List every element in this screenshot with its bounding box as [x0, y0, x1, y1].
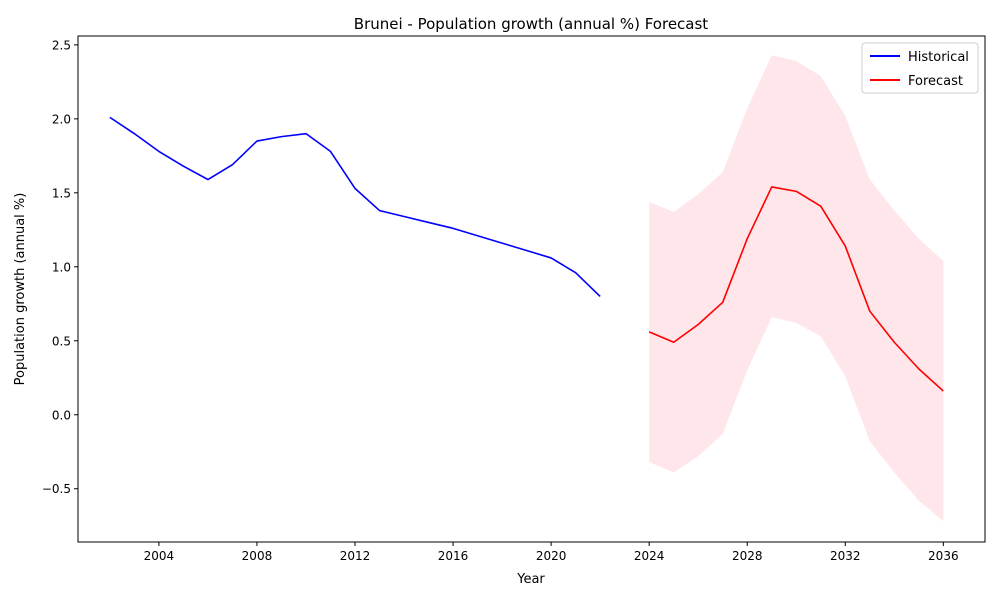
- legend-label-forecast: Forecast: [908, 74, 963, 89]
- chart-title: Brunei - Population growth (annual %) Fo…: [354, 15, 709, 33]
- historical-line: [109, 116, 601, 297]
- x-tick-label: 2004: [144, 549, 175, 563]
- legend: Historical Forecast: [861, 42, 979, 94]
- y-tick-label: 1.0: [52, 260, 71, 274]
- x-tick-label: 2028: [732, 549, 763, 563]
- confidence-band: [649, 55, 944, 522]
- x-axis-label: Year: [516, 572, 545, 587]
- y-tick-label: 0.0: [52, 408, 71, 422]
- y-tick-label: 2.5: [52, 38, 71, 52]
- y-tick-label: 0.5: [52, 334, 71, 348]
- y-tick-label: 1.5: [52, 186, 71, 200]
- x-tick-label: 2012: [340, 549, 371, 563]
- x-tick-label: 2016: [438, 549, 469, 563]
- x-tick-label: 2036: [928, 549, 959, 563]
- x-tick-label: 2032: [830, 549, 861, 563]
- legend-label-historical: Historical: [908, 50, 969, 65]
- y-axis-label: Population growth (annual %): [13, 193, 28, 386]
- plot-frame: [77, 35, 986, 543]
- x-tick-label: 2024: [634, 549, 665, 563]
- y-tick-label: 2.0: [52, 112, 71, 126]
- x-tick-label: 2008: [242, 549, 273, 563]
- forecast-line: [648, 186, 944, 392]
- y-tick-label: −0.5: [42, 482, 71, 496]
- x-tick-label: 2020: [536, 549, 567, 563]
